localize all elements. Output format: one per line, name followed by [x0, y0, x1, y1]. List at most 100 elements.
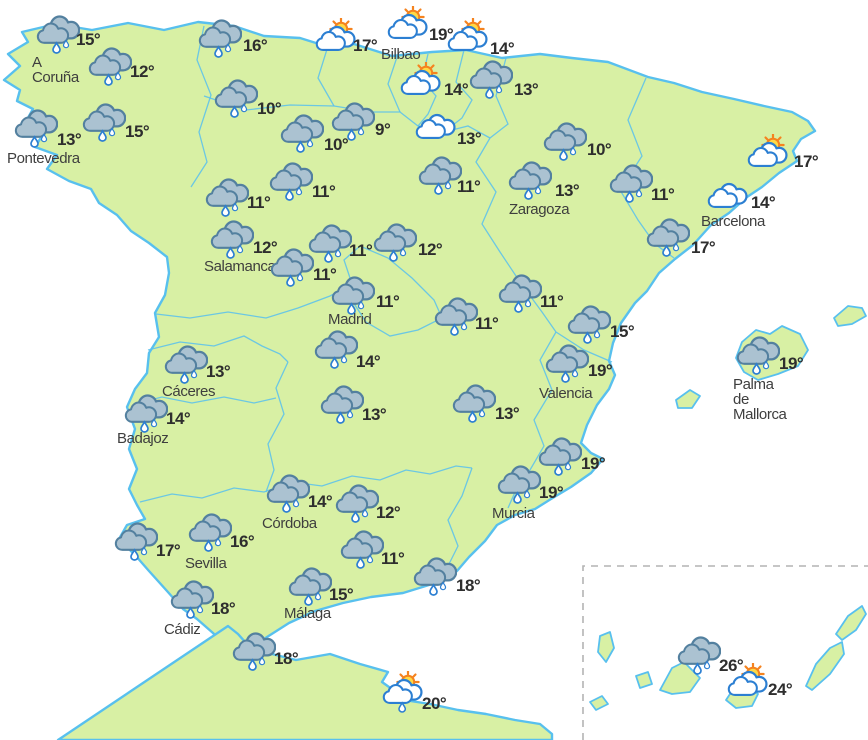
sun-cloud-icon: [746, 133, 792, 177]
rain-icon: [314, 330, 359, 375]
sun-cloud-icon: [399, 61, 445, 105]
temperature-label: 14°: [356, 352, 381, 371]
temperature-label: 19°: [588, 361, 613, 380]
temperature-label: 14°: [166, 409, 191, 428]
temperature-label: 13°: [362, 405, 387, 424]
temperature-label: 12°: [130, 62, 155, 81]
temperature-label: 16°: [230, 532, 255, 551]
temperature-label: 11°: [376, 292, 400, 311]
rain-icon: [164, 345, 209, 390]
temperature-label: 19°: [429, 25, 454, 44]
rain-icon: [646, 218, 691, 263]
city-label: Cádiz: [164, 621, 201, 638]
temperature-label: 18°: [456, 576, 481, 595]
temperature-label: 10°: [257, 99, 282, 118]
city-label: A Coruña: [32, 54, 79, 86]
temperature-label: 11°: [457, 177, 481, 196]
temperature-label: 10°: [324, 135, 349, 154]
rain-icon: [210, 220, 255, 265]
city-label: Málaga: [284, 605, 331, 622]
sun-cloud-icon: [386, 5, 432, 49]
sun-cloud-icon: [446, 17, 492, 61]
rain-icon: [88, 47, 133, 92]
temperature-label: 12°: [418, 240, 443, 259]
temperature-label: 11°: [651, 185, 675, 204]
rain-icon: [434, 297, 479, 342]
fuerteventura-island: [805, 641, 845, 691]
la-gomera-island: [635, 671, 653, 689]
temperature-label: 14°: [751, 193, 776, 212]
city-label: Badajoz: [117, 430, 169, 447]
canary-inset-border: [582, 565, 868, 740]
temperature-label: 12°: [253, 238, 278, 257]
rain-icon: [538, 437, 583, 482]
rain-icon: [188, 513, 233, 558]
rain-icon: [232, 632, 277, 677]
city-label: Valencia: [539, 385, 593, 402]
rain-icon: [270, 248, 315, 293]
canary-islands: [589, 605, 867, 711]
rain-icon: [114, 522, 159, 567]
menorca-island: [833, 305, 867, 327]
city-label: Bilbao: [381, 46, 421, 63]
temperature-label: 13°: [57, 130, 82, 149]
rain-icon: [508, 161, 553, 206]
temperature-label: 13°: [206, 362, 231, 381]
temperature-label: 17°: [691, 238, 716, 257]
rain-icon: [331, 276, 376, 321]
temperature-label: 20°: [422, 694, 447, 713]
temperature-label: 11°: [313, 265, 337, 284]
temperature-label: 14°: [308, 492, 333, 511]
tenerife-island: [659, 661, 701, 695]
temperature-label: 15°: [76, 30, 101, 49]
temperature-label: 14°: [490, 39, 515, 58]
rain-icon: [335, 484, 380, 529]
rain-icon: [609, 164, 654, 209]
sun-cloud-icon: [726, 662, 772, 706]
cloudy-icon: [414, 112, 458, 151]
rain-icon: [469, 60, 514, 105]
rain-icon: [198, 19, 243, 64]
temperature-label: 11°: [349, 241, 373, 260]
rain-icon: [288, 567, 333, 612]
temperature-label: 19°: [539, 483, 564, 502]
city-label: Pontevedra: [7, 150, 80, 167]
cloudy-icon: [706, 181, 750, 220]
city-label: Cáceres: [162, 383, 216, 400]
temperature-label: 17°: [156, 541, 181, 560]
rain-icon: [340, 530, 385, 575]
temperature-label: 17°: [353, 36, 378, 55]
temperature-label: 11°: [247, 193, 271, 212]
city-label: Palma de Mallorca: [733, 376, 787, 423]
rain-icon: [452, 384, 497, 429]
rain-icon: [36, 15, 81, 60]
rain-icon: [677, 636, 722, 681]
temperature-label: 24°: [768, 680, 793, 699]
temperature-label: 19°: [581, 454, 606, 473]
temperature-label: 10°: [587, 140, 612, 159]
rain-icon: [498, 274, 543, 319]
rain-icon: [567, 305, 612, 350]
rain-icon: [418, 156, 463, 201]
temperature-label: 15°: [610, 322, 635, 341]
rain-icon: [124, 394, 169, 439]
temperature-label: 18°: [211, 599, 236, 618]
rain-icon: [14, 109, 59, 154]
temperature-label: 12°: [376, 503, 401, 522]
el-hierro-island: [589, 695, 609, 711]
sun-cloud-rain-icon: [381, 670, 427, 720]
temperature-label: 26°: [719, 656, 744, 675]
rain-icon: [82, 103, 127, 148]
temperature-label: 14°: [444, 80, 469, 99]
rain-icon: [205, 178, 250, 223]
rain-icon: [266, 474, 311, 519]
temperature-label: 11°: [540, 292, 564, 311]
rain-icon: [214, 79, 259, 124]
temperature-label: 15°: [125, 122, 150, 141]
temperature-label: 13°: [495, 404, 520, 423]
city-label: Murcia: [492, 505, 535, 522]
rain-icon: [269, 162, 314, 207]
sun-cloud-icon: [314, 17, 360, 61]
lanzarote-island: [835, 605, 867, 641]
rain-icon: [413, 557, 458, 602]
